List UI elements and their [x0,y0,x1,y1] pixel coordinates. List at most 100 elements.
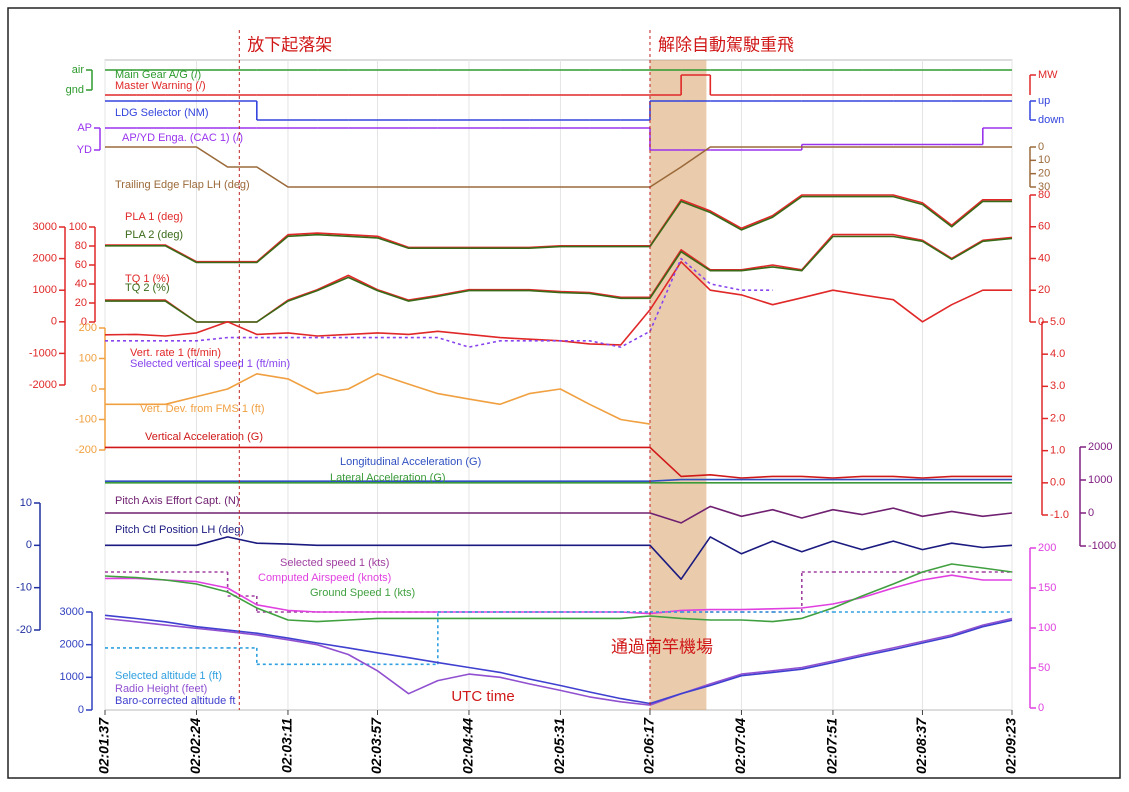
y-tick-label: -20 [16,624,32,636]
y-tick-label: gnd [66,84,84,96]
y-tick-label: 2000 [33,253,57,265]
x-tick-label: 02:07:04 [732,718,748,774]
x-tick-label: 02:09:23 [1003,718,1019,774]
series-label: PLA 1 (deg) [125,211,183,223]
y-tick-label: 0 [1038,316,1044,328]
y-tick-label: 1000 [1088,474,1112,486]
series-line [105,373,651,425]
y-tick-label: down [1038,114,1064,126]
x-tick-label: 02:03:11 [279,718,295,773]
y-tick-label: 40 [75,278,87,290]
y-tick-label: 5.0 [1050,316,1065,328]
y-tick-label: 200 [79,322,97,334]
series-label: TQ 1 (%) [125,273,170,285]
y-tick-label: 20 [1038,284,1050,296]
y-tick-label: 1000 [33,284,57,296]
x-tick-label: 02:02:24 [187,718,203,774]
y-tick-label: 1000 [60,671,84,683]
y-tick-label: 40 [1038,252,1050,264]
series-line [104,617,1013,706]
series-line [105,146,1012,188]
y-tick-label: 0 [81,316,87,328]
x-tick-label: 02:03:57 [368,717,384,774]
series-label: Selected vertical speed 1 (ft/min) [130,358,290,370]
y-tick-label: -100 [75,413,97,425]
series-label: Pitch Ctl Position LH (deg) [115,524,244,536]
series-label: Ground Speed 1 (kts) [310,587,415,599]
series-line [105,257,773,348]
y-tick-label: YD [77,144,92,156]
annotation: 放下起落架 [247,36,332,56]
series-label: Master Warning (/) [115,80,206,92]
series-label: Vertical Acceleration (G) [145,431,263,443]
series-label: Radio Height (feet) [115,683,207,695]
y-tick-label: 2000 [60,639,84,651]
y-tick-label: -2000 [29,379,57,391]
series-label: Selected speed 1 (kts) [280,557,389,569]
series-label: AP/YD Enga. (CAC 1) (/) [122,132,243,144]
y-tick-label: -200 [75,444,97,456]
y-tick-label: -1000 [1088,540,1116,552]
y-tick-label: 10 [20,497,32,509]
series-label: Pitch Axis Effort Capt. (N) [115,495,240,507]
y-tick-label: 100 [69,221,87,233]
y-tick-label: 60 [1038,221,1050,233]
frame [7,7,1121,779]
series-label: Computed Airspeed (knots) [258,572,391,584]
series-label: Vert. Dev. from FMS 1 (ft) [140,403,264,415]
series-line [104,614,1013,705]
y-tick-label: 0 [1038,141,1044,153]
y-tick-label: 0 [78,704,84,716]
y-tick-label: 10 [1038,154,1050,166]
y-tick-label: 20 [1038,168,1050,180]
y-tick-label: 0 [91,383,97,395]
y-tick-label: 60 [75,259,87,271]
y-tick-label: 0.0 [1050,477,1065,489]
x-tick-label: 02:01:37 [96,717,112,774]
y-tick-label: 80 [1038,189,1050,201]
series-line [105,478,1012,482]
y-tick-label: -1.0 [1050,509,1069,521]
y-tick-label: 100 [79,352,97,364]
annotation: 解除自動駕駛重飛 [658,36,794,56]
series-line [105,536,1013,580]
y-tick-label: 30 [1038,181,1050,193]
y-tick-label: AP [77,122,92,134]
series-label: Baro-corrected altitude ft [115,695,235,707]
series-label: TQ 2 (%) [125,282,170,294]
y-tick-label: 3000 [33,221,57,233]
series-label: LDG Selector (NM) [115,107,209,119]
series-line [105,195,1012,264]
y-tick-label: -10 [16,582,32,594]
y-tick-label: air [72,64,85,76]
series-label: Trailing Edge Flap LH (deg) [115,179,250,191]
y-tick-label: 50 [1038,662,1050,674]
y-tick-label: 200 [1038,542,1056,554]
y-tick-label: 3.0 [1050,380,1065,392]
series-label: Longitudinal Acceleration (G) [340,456,481,468]
x-axis-label: UTC time [451,688,514,705]
series-line [104,563,1013,623]
series-line [105,446,1012,479]
y-tick-label: 2000 [1088,441,1112,453]
y-tick-label: up [1038,95,1050,107]
y-tick-label: 0 [26,539,32,551]
series-label: PLA 2 (deg) [125,229,183,241]
series-label: Main Gear A/G (/) [115,69,201,81]
y-tick-label: 0 [51,316,57,328]
series-line [105,235,1013,323]
y-tick-label: 150 [1038,582,1056,594]
series-label: Vert. rate 1 (ft/min) [130,347,221,359]
series-label: Selected altitude 1 (ft) [115,670,222,682]
x-tick-label: 02:08:37 [913,717,929,774]
x-tick-label: 02:05:31 [551,718,567,774]
y-tick-label: 3000 [60,606,84,618]
annotation: 通過南竿機場 [611,638,713,658]
y-tick-label: -1000 [29,347,57,359]
y-tick-label: 2.0 [1050,412,1065,424]
series-label: Lateral Acceleration (G) [330,472,446,484]
x-tick-label: 02:04:44 [460,718,476,774]
y-tick-label: MW [1038,69,1058,81]
